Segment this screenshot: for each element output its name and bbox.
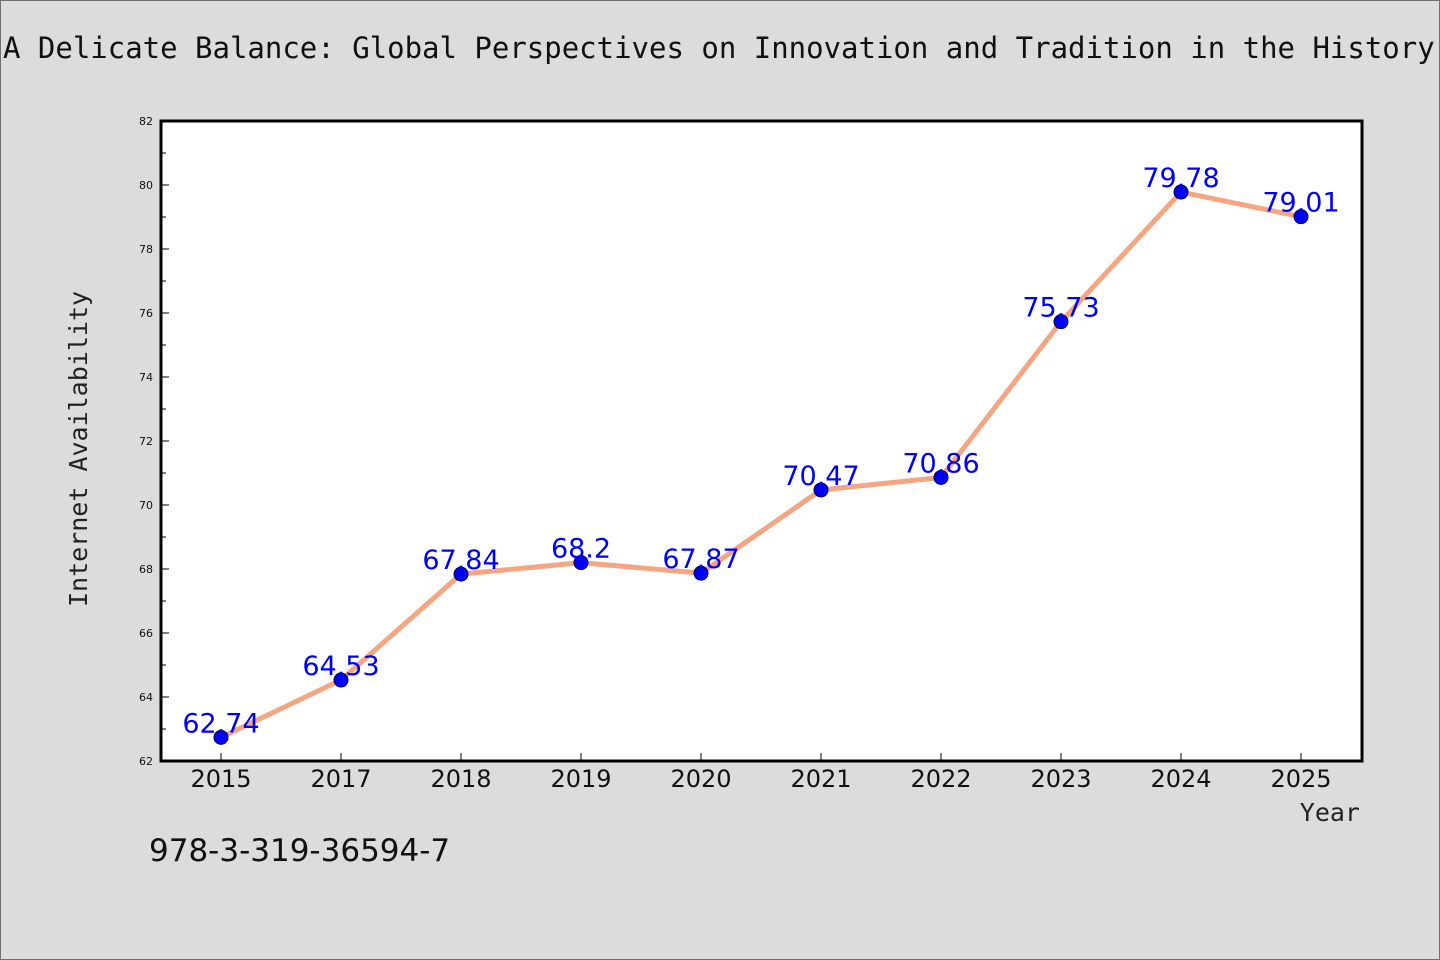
data-point (333, 672, 349, 688)
y-tick-label: 66 (139, 627, 153, 640)
x-tick-label: 2023 (1030, 765, 1091, 793)
data-label: 79.01 (1262, 188, 1339, 219)
x-tick-label: 2021 (790, 765, 851, 793)
y-tick-label: 72 (139, 435, 153, 448)
data-points (213, 184, 1309, 745)
x-tick-label: 2024 (1150, 765, 1211, 793)
x-axis-label: Year (1300, 798, 1360, 827)
data-label: 62.74 (182, 708, 259, 739)
data-point (213, 729, 229, 745)
y-tick-label: 82 (139, 115, 153, 128)
x-tick-label: 2018 (430, 765, 491, 793)
x-tick-label: 2019 (550, 765, 611, 793)
x-tick-label: 2025 (1270, 765, 1331, 793)
x-axis: 2015 2017 2018 2019 2020 2021 2022 2023 2024 2025 (190, 753, 1332, 793)
data-point (693, 565, 709, 581)
data-point (813, 482, 829, 498)
data-label: 64.53 (302, 651, 379, 682)
x-tick-label: 2020 (670, 765, 731, 793)
y-tick-label: 80 (139, 179, 153, 192)
data-point (573, 555, 589, 571)
x-tick-label: 2017 (310, 765, 371, 793)
y-axis: 62 64 66 68 70 72 74 76 78 80 82 (139, 115, 169, 768)
x-tick-label: 2015 (190, 765, 251, 793)
y-tick-label: 62 (139, 755, 153, 768)
data-label: 70.86 (902, 448, 979, 479)
y-tick-label: 70 (139, 499, 153, 512)
x-tick-label: 2022 (910, 765, 971, 793)
y-tick-label: 64 (139, 691, 153, 704)
data-point (1293, 209, 1309, 225)
data-point (1173, 184, 1189, 200)
y-tick-label: 68 (139, 563, 153, 576)
y-tick-label: 76 (139, 307, 153, 320)
data-point (1053, 314, 1069, 330)
y-tick-label: 78 (139, 243, 153, 256)
series-line (218, 189, 1304, 740)
data-labels: 62.74 64.53 67.84 68.2 67.87 70.47 70.86 75.73 7… (182, 163, 1339, 739)
data-point (933, 469, 949, 485)
plot-area (159, 119, 1364, 763)
data-label: 70.47 (782, 461, 859, 492)
y-axis-label: Internet Availability (64, 291, 93, 607)
data-label: 75.73 (1022, 293, 1099, 324)
chart-title: A Delicate Balance: Global Perspectives … (3, 31, 1435, 65)
y-tick-label: 74 (139, 371, 153, 384)
data-label: 79.78 (1142, 163, 1219, 194)
isbn-text: 978-3-319-36594-7 (149, 833, 451, 869)
data-label: 67.87 (662, 544, 739, 575)
data-point (453, 566, 469, 582)
data-label: 68.2 (551, 534, 611, 565)
data-label: 67.84 (422, 545, 499, 576)
